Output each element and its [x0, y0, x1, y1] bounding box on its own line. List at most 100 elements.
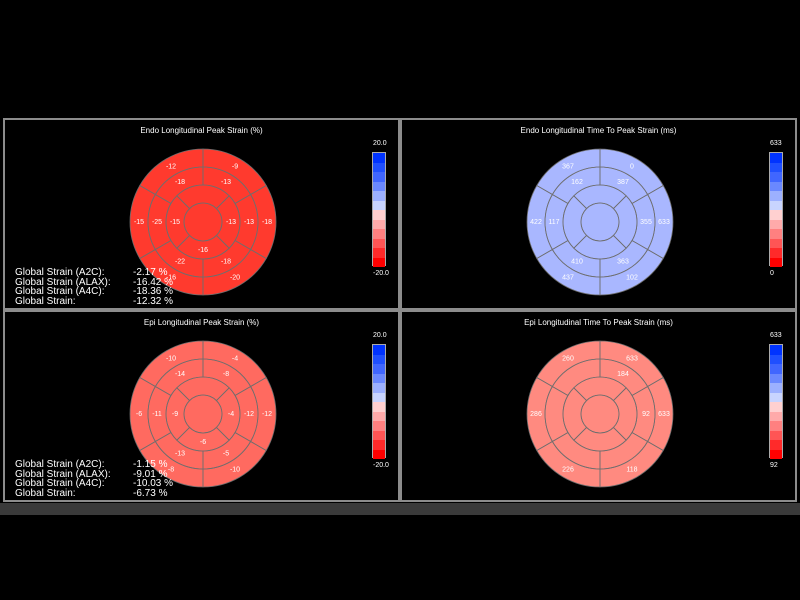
scale-max-label: 633 [770, 332, 782, 339]
stat-value: -2.17 % [133, 267, 168, 278]
segment-value-label: -18 [262, 219, 272, 226]
segment-value-label: 162 [571, 179, 583, 186]
segment-value-label: 0 [630, 163, 634, 170]
color-scale-step [770, 257, 782, 267]
segment-value-label: 437 [562, 274, 574, 281]
bullseye-plot[interactable]: 633 633 118 226 286 260 184 92 [525, 339, 675, 489]
segment-value-label: -13 [226, 219, 236, 226]
segment-value-label: 387 [617, 179, 629, 186]
segment-value-label: 118 [626, 466, 637, 473]
color-scale-step [373, 402, 385, 412]
segment-value-label: -12 [262, 411, 272, 418]
color-scale-step [770, 430, 782, 440]
segment-value-label: -16 [198, 247, 208, 254]
segment-value-label: -9 [172, 411, 178, 418]
bullseye-plot[interactable]: -9 -18 -20 -16 -15 -12 -13 -13 -18 -22 -25 -18 -13 -1… [128, 147, 278, 297]
global-strain-stats: Global Strain (A2C): -1.15 % Global Strai… [15, 460, 173, 498]
segment-value-label: 633 [658, 219, 670, 226]
segment-value-label: -10 [230, 466, 240, 473]
stat-row: Global Strain (A4C): -18.36 % [15, 287, 173, 297]
color-scale-step [770, 345, 782, 355]
color-scale-step [373, 210, 385, 220]
segment-value-label: 633 [658, 411, 670, 418]
stat-row: Global Strain (A4C): -10.03 % [15, 479, 173, 489]
segment-value-label: -15 [170, 219, 180, 226]
color-scale-step [373, 411, 385, 421]
color-scale-bar [769, 152, 783, 267]
color-scale-step [770, 248, 782, 258]
color-scale-legend: 633 92 [764, 332, 788, 482]
color-scale-step [373, 191, 385, 201]
segment-value-label: 367 [562, 163, 574, 170]
color-scale-step [373, 200, 385, 210]
panel-title: Epi Longitudinal Peak Strain (%) [143, 318, 260, 327]
stat-row: Global Strain: -12.32 % [15, 296, 173, 307]
scale-min-label: -20.0 [373, 462, 389, 469]
color-scale-step [373, 345, 385, 355]
color-scale-step [770, 354, 782, 364]
color-scale-step [770, 421, 782, 431]
panel-title: Endo Longitudinal Peak Strain (%) [140, 126, 263, 135]
segment-value-label: -14 [175, 371, 185, 378]
stat-row: Global Strain (A2C): -1.15 % [15, 460, 173, 470]
segment-value-label: -8 [168, 466, 174, 473]
segment-value-label: -20 [230, 274, 240, 281]
color-scale-step [770, 172, 782, 182]
panel-title: Endo Longitudinal Time To Peak Strain (m… [520, 126, 677, 135]
stat-label: Global Strain (A2C): [15, 267, 105, 278]
segment-value-label: 184 [617, 371, 629, 378]
stat-row: Global Strain (ALAX): -16.42 % [15, 277, 173, 288]
stat-row: Global Strain (ALAX): -9.01 % [15, 468, 173, 480]
bullseye-background [130, 341, 276, 487]
segment-value-label: 286 [530, 411, 542, 418]
color-scale-bar [372, 152, 386, 267]
panel-endo-peak-strain[interactable]: Endo Longitudinal Peak Strain (%) -9 -18 -… [3, 118, 400, 310]
segment-value-label: 92 [642, 411, 650, 418]
bullseye-segment[interactable] [580, 202, 620, 242]
color-scale-step [770, 383, 782, 393]
panel-endo-time-to-peak[interactable]: Endo Longitudinal Time To Peak Strain (m… [400, 118, 797, 310]
segment-value-label: 363 [617, 259, 629, 266]
segment-value-label: 355 [640, 219, 652, 226]
bullseye-background [130, 149, 276, 295]
bullseye-segment[interactable] [183, 202, 223, 242]
color-scale-bar [372, 344, 386, 459]
segment-value-label: -13 [175, 451, 185, 458]
segment-value-label: 410 [571, 259, 583, 266]
color-scale-step [770, 153, 782, 163]
bullseye-segment[interactable] [183, 394, 223, 434]
bullseye-plot[interactable]: -4 -12 -10 -8 -6 -10 -8 -12 -5 -13 -11 -14 -4 -6 -9 [128, 339, 278, 489]
color-scale-step [373, 257, 385, 267]
stat-row: Global Strain (A2C): -2.17 % [15, 268, 173, 278]
scale-min-label: 92 [770, 462, 778, 469]
color-scale-step [373, 162, 385, 172]
color-scale-bar [769, 344, 783, 459]
color-scale-step [770, 373, 782, 383]
color-scale-step [770, 229, 782, 239]
segment-value-label: 422 [530, 219, 542, 226]
color-scale-step [373, 153, 385, 163]
stat-value: -9.01 % [133, 468, 168, 480]
color-scale-step [373, 219, 385, 229]
stat-value: -10.03 % [133, 478, 174, 489]
segment-value-label: -4 [228, 411, 234, 418]
segment-value-label: 226 [562, 466, 574, 473]
color-scale-step [373, 440, 385, 450]
color-scale-step [770, 219, 782, 229]
color-scale-step [373, 373, 385, 383]
segment-value-label: -6 [200, 439, 206, 446]
segment-value-label: -9 [232, 163, 238, 170]
bullseye-segment[interactable] [580, 394, 620, 434]
segment-value-label: -12 [244, 411, 254, 418]
panel-epi-time-to-peak[interactable]: Epi Longitudinal Time To Peak Strain (ms… [400, 310, 797, 502]
color-scale-step [373, 229, 385, 239]
scale-min-label: -20.0 [373, 270, 389, 277]
panel-title: Epi Longitudinal Time To Peak Strain (ms… [524, 318, 673, 327]
stat-label: Global Strain: [15, 487, 76, 499]
bullseye-plot[interactable]: 0 633 102 437 422 367 387 355 363 410 117 162 [525, 147, 675, 297]
panel-epi-peak-strain[interactable]: Epi Longitudinal Peak Strain (%) -4 -12 -1… [3, 310, 400, 502]
stat-row: Global Strain: -6.73 % [15, 487, 173, 499]
color-scale-step [770, 402, 782, 412]
color-scale-step [373, 181, 385, 191]
global-strain-stats: Global Strain (A2C): -2.17 % Global Strai… [15, 268, 173, 306]
